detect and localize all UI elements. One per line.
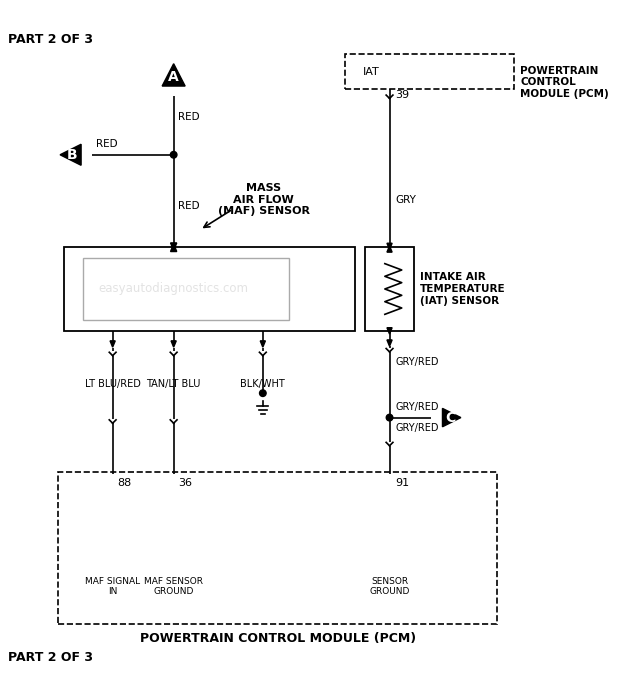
Polygon shape bbox=[60, 144, 81, 165]
Text: 36: 36 bbox=[179, 478, 192, 489]
Polygon shape bbox=[442, 408, 461, 427]
Text: BLK/WHT: BLK/WHT bbox=[240, 379, 285, 389]
Text: 39: 39 bbox=[395, 90, 409, 99]
Text: PART 2 OF 3: PART 2 OF 3 bbox=[7, 652, 93, 664]
Bar bbox=[345, 55, 514, 89]
Text: MAF SENSOR
GROUND: MAF SENSOR GROUND bbox=[144, 577, 203, 596]
Polygon shape bbox=[162, 64, 185, 86]
Bar bbox=[58, 472, 497, 624]
Polygon shape bbox=[171, 244, 177, 251]
Text: TAN/LT BLU: TAN/LT BLU bbox=[146, 379, 201, 389]
Polygon shape bbox=[171, 341, 176, 347]
Bar bbox=[83, 258, 289, 320]
Polygon shape bbox=[387, 328, 392, 334]
Bar bbox=[365, 247, 414, 331]
Text: GRY: GRY bbox=[395, 195, 416, 205]
Text: INTAKE AIR
TEMPERATURE
(IAT) SENSOR: INTAKE AIR TEMPERATURE (IAT) SENSOR bbox=[420, 272, 505, 306]
Bar bbox=[64, 247, 355, 331]
Text: RED: RED bbox=[179, 202, 200, 211]
Text: POWERTRAIN
CONTROL
MODULE (PCM): POWERTRAIN CONTROL MODULE (PCM) bbox=[520, 66, 609, 99]
Text: MAF SIGNAL
IN: MAF SIGNAL IN bbox=[85, 577, 140, 596]
Text: RED: RED bbox=[179, 112, 200, 122]
Circle shape bbox=[386, 414, 393, 421]
Text: GRY/RED: GRY/RED bbox=[395, 402, 439, 412]
Text: RED: RED bbox=[96, 139, 117, 149]
Text: LT BLU/RED: LT BLU/RED bbox=[85, 379, 140, 389]
Polygon shape bbox=[110, 341, 115, 347]
Circle shape bbox=[171, 151, 177, 158]
Text: GRY/RED: GRY/RED bbox=[395, 357, 439, 368]
Polygon shape bbox=[387, 340, 392, 346]
Text: GRY/RED: GRY/RED bbox=[395, 423, 439, 433]
Text: A: A bbox=[168, 70, 179, 84]
Text: 91: 91 bbox=[395, 478, 409, 489]
Polygon shape bbox=[387, 246, 392, 252]
Text: B: B bbox=[67, 148, 77, 162]
Circle shape bbox=[260, 390, 266, 396]
Text: C: C bbox=[445, 411, 455, 425]
Text: easyautodiagnostics.com: easyautodiagnostics.com bbox=[99, 283, 248, 295]
Text: PART 2 OF 3: PART 2 OF 3 bbox=[7, 33, 93, 46]
Text: MASS
AIR FLOW
(MAF) SENSOR: MASS AIR FLOW (MAF) SENSOR bbox=[218, 183, 310, 216]
Polygon shape bbox=[171, 243, 177, 251]
Text: IAT: IAT bbox=[363, 66, 380, 77]
Text: SENSOR
GROUND: SENSOR GROUND bbox=[370, 577, 410, 596]
Polygon shape bbox=[260, 341, 265, 347]
Text: 88: 88 bbox=[117, 478, 132, 489]
Text: POWERTRAIN CONTROL MODULE (PCM): POWERTRAIN CONTROL MODULE (PCM) bbox=[140, 631, 416, 645]
Polygon shape bbox=[387, 243, 392, 250]
